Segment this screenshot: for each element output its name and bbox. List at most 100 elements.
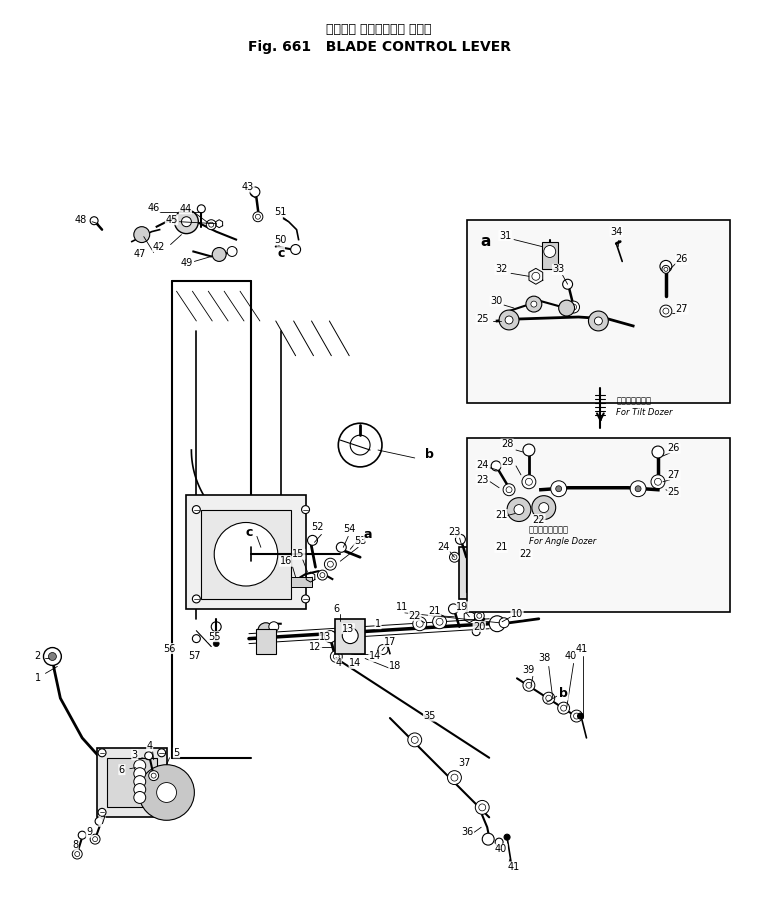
Circle shape	[505, 316, 513, 324]
Text: 37: 37	[458, 757, 471, 767]
Text: 24: 24	[437, 543, 450, 553]
Circle shape	[662, 265, 670, 274]
Circle shape	[501, 582, 511, 592]
Text: 45: 45	[165, 215, 178, 225]
Circle shape	[490, 616, 505, 631]
Text: 2: 2	[34, 651, 41, 661]
Text: アングルドーザ用: アングルドーザ用	[529, 525, 569, 534]
Bar	[466, 554, 498, 592]
Circle shape	[134, 226, 150, 243]
Circle shape	[559, 300, 575, 316]
Text: 23: 23	[476, 475, 489, 485]
Text: 57: 57	[188, 651, 200, 661]
Circle shape	[551, 481, 567, 496]
Circle shape	[206, 220, 216, 229]
Text: 29: 29	[501, 457, 513, 467]
Circle shape	[330, 651, 342, 662]
Text: 24: 24	[476, 460, 489, 470]
Circle shape	[455, 535, 465, 545]
Text: 3: 3	[132, 750, 138, 760]
Text: 8: 8	[72, 840, 78, 850]
Text: 1: 1	[375, 619, 381, 629]
Text: 22: 22	[533, 515, 545, 525]
Circle shape	[134, 776, 146, 787]
Circle shape	[654, 478, 661, 486]
Circle shape	[436, 618, 443, 625]
Text: 20: 20	[473, 622, 486, 631]
Text: b: b	[425, 448, 434, 461]
Circle shape	[95, 817, 103, 825]
Circle shape	[558, 702, 569, 714]
Circle shape	[134, 760, 146, 772]
Circle shape	[49, 652, 56, 660]
Bar	[201, 509, 291, 599]
Circle shape	[253, 212, 263, 222]
Text: 22: 22	[408, 611, 421, 621]
Circle shape	[43, 648, 61, 665]
Circle shape	[301, 506, 310, 514]
Circle shape	[578, 713, 584, 719]
Text: 12: 12	[309, 641, 322, 651]
Text: 26: 26	[668, 443, 680, 453]
Circle shape	[539, 503, 549, 513]
Text: a: a	[480, 234, 490, 249]
Circle shape	[411, 737, 418, 743]
Circle shape	[546, 695, 552, 701]
Text: 4: 4	[335, 659, 342, 669]
Circle shape	[449, 553, 459, 563]
Circle shape	[158, 808, 165, 816]
Text: 56: 56	[163, 643, 176, 653]
Text: チルトドーザ用: チルトドーザ用	[616, 396, 651, 405]
Circle shape	[543, 246, 556, 257]
Text: 35: 35	[424, 711, 436, 721]
Circle shape	[78, 831, 87, 839]
Text: 39: 39	[523, 665, 535, 675]
Circle shape	[474, 611, 484, 621]
Circle shape	[664, 267, 668, 271]
Circle shape	[651, 475, 665, 488]
Text: 27: 27	[668, 470, 680, 480]
Bar	[335, 619, 365, 653]
Text: 32: 32	[495, 265, 507, 275]
Circle shape	[192, 595, 200, 602]
Text: 6: 6	[119, 765, 125, 775]
Circle shape	[214, 523, 278, 586]
Circle shape	[543, 692, 555, 704]
Circle shape	[523, 680, 535, 691]
Text: 27: 27	[676, 304, 688, 314]
Text: 38: 38	[539, 653, 551, 663]
Circle shape	[333, 653, 339, 660]
Text: 41: 41	[575, 643, 587, 653]
Text: 21: 21	[428, 606, 441, 616]
Circle shape	[156, 783, 177, 803]
Circle shape	[451, 774, 458, 781]
Text: 31: 31	[499, 231, 512, 241]
Circle shape	[433, 615, 446, 629]
Text: Fig. 661   BLADE CONTROL LEVER: Fig. 661 BLADE CONTROL LEVER	[247, 40, 511, 54]
Circle shape	[324, 631, 336, 642]
Text: c: c	[277, 247, 285, 260]
Bar	[256, 629, 276, 653]
Circle shape	[378, 644, 388, 654]
Text: 17: 17	[384, 637, 396, 647]
Circle shape	[477, 613, 482, 618]
Circle shape	[475, 800, 490, 814]
Text: 30: 30	[490, 296, 502, 306]
Circle shape	[134, 784, 146, 795]
Circle shape	[507, 497, 531, 522]
Circle shape	[472, 628, 480, 636]
Text: 13: 13	[320, 631, 332, 641]
Text: 14: 14	[349, 659, 361, 669]
Text: 25: 25	[476, 314, 489, 324]
Circle shape	[562, 279, 572, 289]
Text: b: b	[559, 687, 568, 699]
Circle shape	[151, 773, 156, 778]
Circle shape	[526, 682, 532, 689]
Bar	[187, 495, 306, 609]
Circle shape	[250, 187, 260, 197]
Text: 13: 13	[342, 623, 354, 633]
Bar	[107, 757, 156, 807]
Circle shape	[571, 304, 577, 310]
Text: 9: 9	[86, 827, 92, 837]
Circle shape	[499, 310, 519, 330]
